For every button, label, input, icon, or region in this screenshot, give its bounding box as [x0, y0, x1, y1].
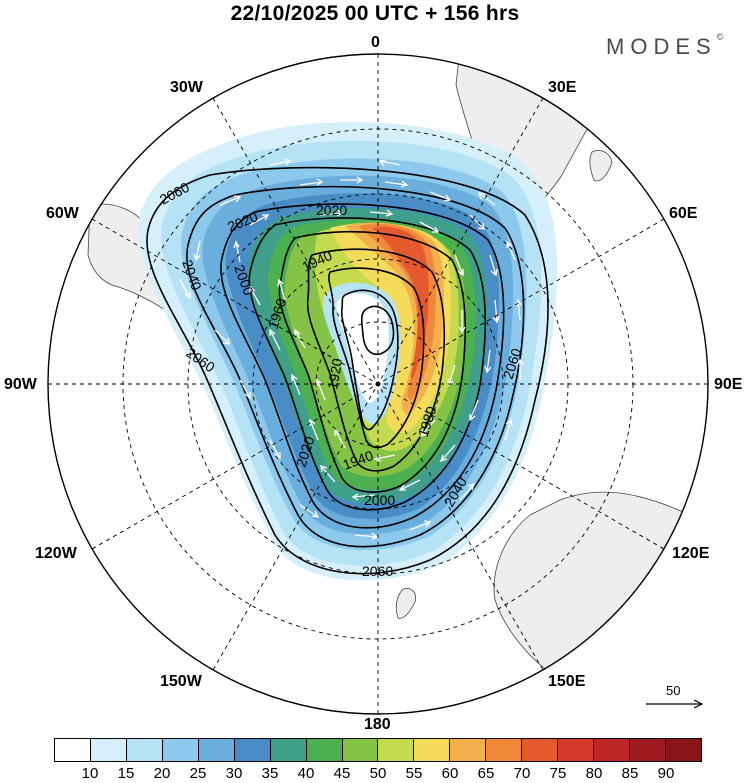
lon-label-60w: 60W: [46, 205, 79, 222]
land-new-zealand: [395, 587, 417, 619]
brand-name: MODES: [606, 34, 717, 59]
colorbar-segment: [630, 739, 666, 761]
lon-label-30w: 30W: [170, 79, 203, 96]
lon-label-90e: 90E: [714, 376, 743, 393]
colorbar-labels: 10 15 20 25 30 35 40 45 50 55 60 65 70 75 80 85 90: [54, 765, 702, 783]
colorbar-tick-label: 15: [117, 765, 135, 782]
colorbar: [54, 738, 702, 762]
wind-vectors: [179, 158, 524, 540]
colorbar-tick-label: 10: [81, 765, 99, 782]
colorbar-tick-label: 30: [225, 765, 243, 782]
lon-label-180: 180: [364, 716, 391, 733]
lon-label-90w: 90W: [4, 376, 37, 393]
colorbar-tick-label: 70: [513, 765, 531, 782]
lon-label-150w: 150W: [160, 673, 202, 690]
reference-vector-arrow: [646, 699, 704, 709]
colorbar-segment: [55, 739, 91, 761]
colorbar-tick-label: 20: [153, 765, 171, 782]
lon-label-120w: 120W: [35, 545, 77, 562]
lon-label-120e: 120E: [672, 545, 710, 562]
colorbar-tick-label: 60: [441, 765, 459, 782]
colorbar-segment: [126, 739, 163, 761]
lon-label-30e: 30E: [548, 79, 577, 96]
colorbar-segment: [342, 739, 379, 761]
map-boundary: [47, 53, 709, 715]
colorbar-segment: [558, 739, 595, 761]
colorbar-segment: [90, 739, 127, 761]
colorbar-tick-label: 90: [657, 765, 675, 782]
polar-map: 2060 2020 2020 2040 2000 1940 1960 1920 …: [47, 53, 709, 715]
colorbar-tick-label: 50: [369, 765, 387, 782]
land-australia: [493, 491, 700, 690]
page-title: 22/10/2025 00 UTC + 156 hrs: [230, 2, 520, 25]
colorbar-segment: [450, 739, 487, 761]
lon-label-0: 0: [371, 34, 380, 51]
colorbar-tick-label: 25: [189, 765, 207, 782]
reference-vector-label: 50: [666, 683, 681, 698]
colorbar-tick-label: 40: [297, 765, 315, 782]
brand-logo: MODES©: [606, 32, 724, 60]
contour-label: 1920: [324, 357, 345, 391]
height-contours: [146, 166, 549, 575]
colorbar-tick-label: 85: [621, 765, 639, 782]
colorbar-segment: [270, 739, 307, 761]
colorbar-segment: [378, 739, 415, 761]
colorbar-segment: [522, 739, 559, 761]
colorbar-segment: [306, 739, 343, 761]
colorbar-segment: [486, 739, 523, 761]
lon-label-60e: 60E: [669, 205, 698, 222]
colorbar-tick-label: 55: [405, 765, 423, 782]
contour-label: 2020: [316, 202, 347, 218]
colorbar-segment: [198, 739, 235, 761]
lon-label-150e: 150E: [548, 673, 586, 690]
contour-label: 2000: [364, 492, 395, 508]
colorbar-segment: [234, 739, 271, 761]
colorbar-segment: [162, 739, 199, 761]
contour-label: 2060: [362, 563, 393, 579]
colorbar-segment: [594, 739, 630, 761]
land-madagascar: [589, 150, 613, 182]
colorbar-segment: [665, 739, 701, 761]
colorbar-tick-label: 80: [585, 765, 603, 782]
colorbar-tick-label: 35: [261, 765, 279, 782]
colorbar-segment: [414, 739, 451, 761]
colorbar-tick-label: 75: [549, 765, 567, 782]
colorbar-tick-label: 65: [477, 765, 495, 782]
copyright-mark: ©: [716, 32, 724, 42]
colorbar-tick-label: 45: [333, 765, 351, 782]
